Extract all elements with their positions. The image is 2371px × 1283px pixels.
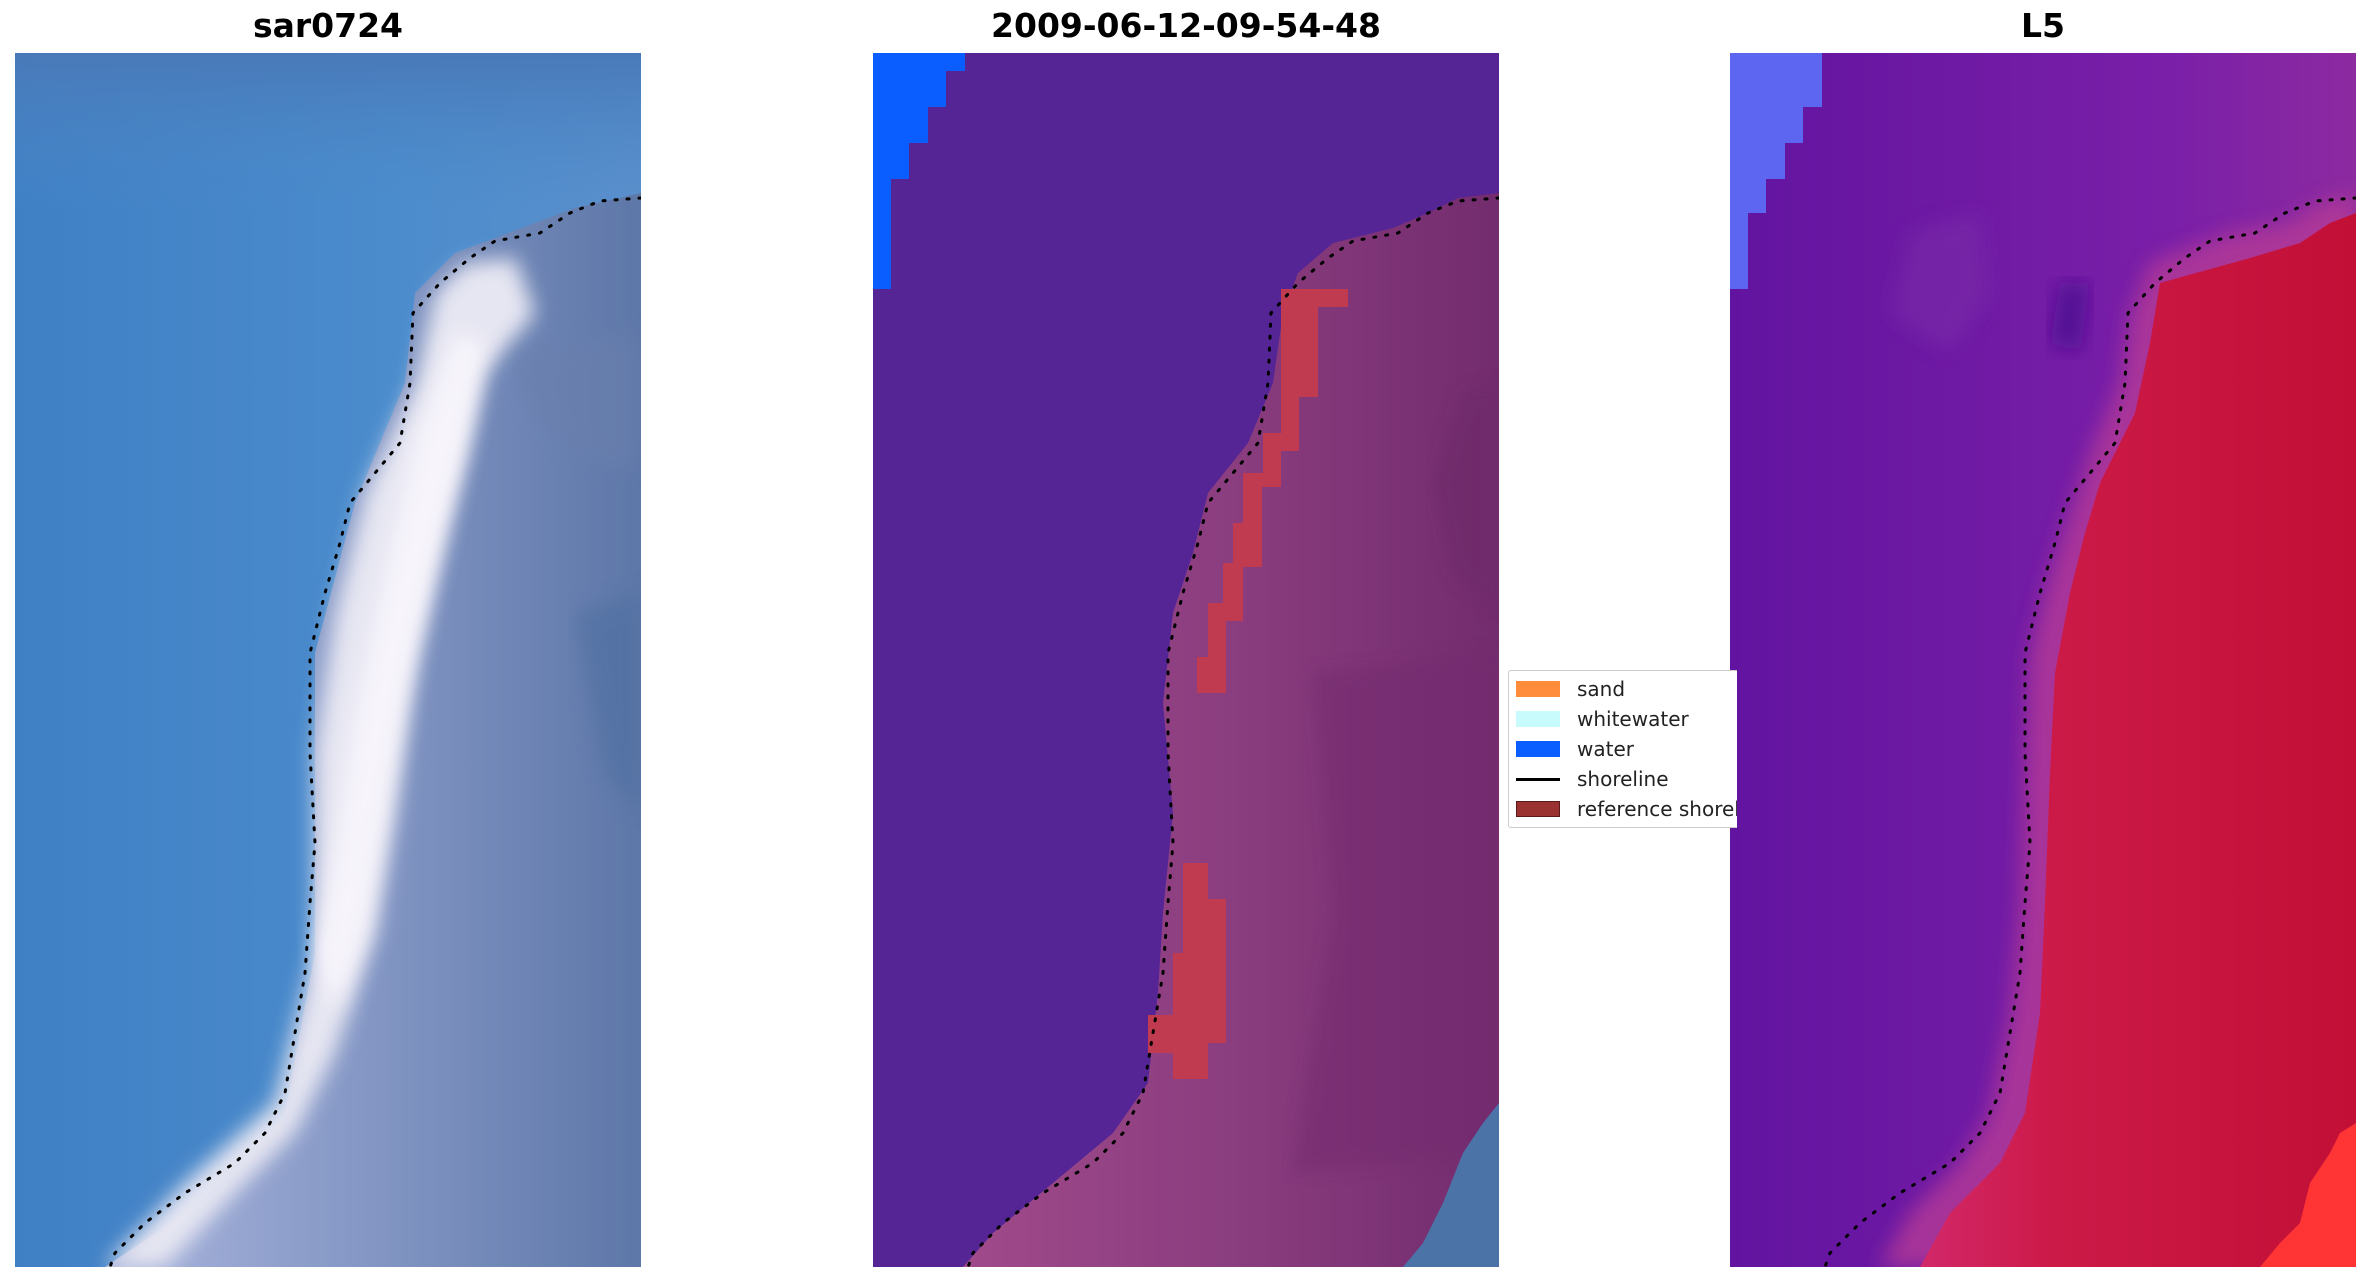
- bluish-land-patch: [1403, 1103, 1499, 1267]
- water-class-region: [873, 53, 965, 289]
- classification-panel: [873, 53, 1499, 1267]
- sand-class-patches: [1148, 289, 1348, 1079]
- legend-line-shoreline: [1516, 777, 1560, 781]
- shoreline-index: [1823, 196, 2356, 1267]
- legend-swatch-water: [1516, 741, 1560, 757]
- index-panel: [1730, 53, 2356, 1267]
- legend-label-reference-shoreline: reference shoreline: [1577, 797, 1737, 821]
- shoreline-rgb: [108, 196, 641, 1267]
- legend-label-sand: sand: [1577, 677, 1626, 701]
- hot-index-patch: [2260, 1123, 2356, 1267]
- blue-index-region: [1730, 53, 1822, 289]
- legend-label-whitewater: whitewater: [1577, 707, 1689, 731]
- legend-item-shoreline: shoreline: [1516, 767, 1669, 791]
- panel-title-classification: 2009-06-12-09-54-48: [991, 6, 1381, 45]
- legend-swatch-whitewater: [1516, 711, 1560, 727]
- legend-swatch-reference-shoreline: [1516, 801, 1560, 817]
- rgb-image-panel: [15, 53, 641, 1267]
- land-index-region: [1920, 213, 2356, 1267]
- legend: sand whitewater water shoreline referenc…: [1508, 670, 1737, 828]
- legend-item-reference-shoreline: reference shoreline: [1516, 797, 1737, 821]
- panel-title-rgb: sar0724: [252, 6, 404, 45]
- legend-item-sand: sand: [1516, 677, 1626, 701]
- shoreline-classification: [966, 196, 1499, 1267]
- rgb-image: [15, 53, 641, 1267]
- legend-swatch-sand: [1516, 681, 1560, 697]
- legend-label-water: water: [1577, 737, 1634, 761]
- legend-label-shoreline: shoreline: [1577, 767, 1669, 791]
- index-image: [1730, 53, 2356, 1267]
- classification-image: [873, 53, 1499, 1267]
- panel-title-index: L5: [2021, 6, 2065, 45]
- legend-item-water: water: [1516, 737, 1634, 761]
- legend-item-whitewater: whitewater: [1516, 707, 1689, 731]
